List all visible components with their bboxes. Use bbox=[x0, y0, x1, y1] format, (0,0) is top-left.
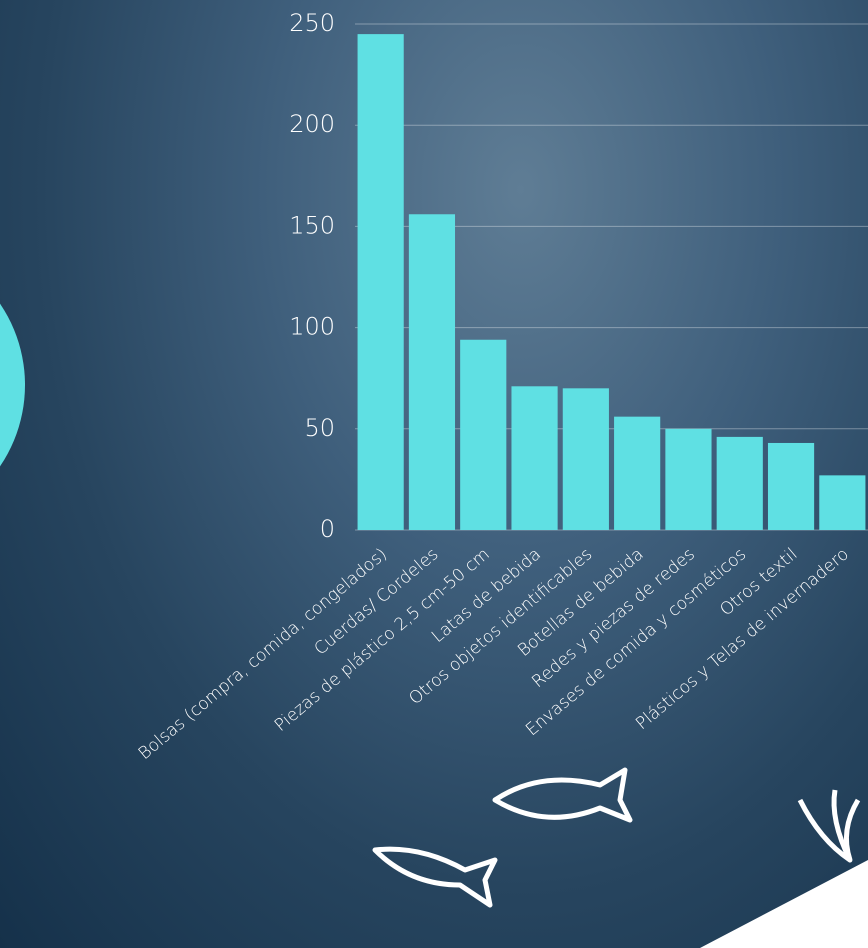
bar bbox=[562, 388, 609, 530]
y-tick-label: 150 bbox=[289, 211, 335, 239]
bar bbox=[767, 442, 815, 530]
y-tick-label: 0 bbox=[320, 515, 335, 543]
y-tick-label: 100 bbox=[289, 313, 335, 341]
x-tick-label: Piezas de plástico 2,5 cm-50 cm bbox=[271, 544, 494, 735]
decoration bbox=[0, 0, 858, 905]
bar bbox=[819, 475, 866, 530]
y-tick-label: 250 bbox=[289, 9, 335, 37]
y-tick-label: 200 bbox=[289, 110, 335, 138]
decor-shape bbox=[700, 860, 868, 948]
decor-circle bbox=[0, 303, 25, 467]
y-tick-label: 50 bbox=[304, 414, 335, 442]
bar bbox=[357, 34, 404, 531]
bar bbox=[614, 416, 661, 530]
bar bbox=[460, 339, 507, 530]
bar bbox=[408, 214, 456, 531]
bar bbox=[511, 386, 558, 530]
bar bbox=[665, 428, 712, 530]
bar bbox=[716, 436, 763, 530]
